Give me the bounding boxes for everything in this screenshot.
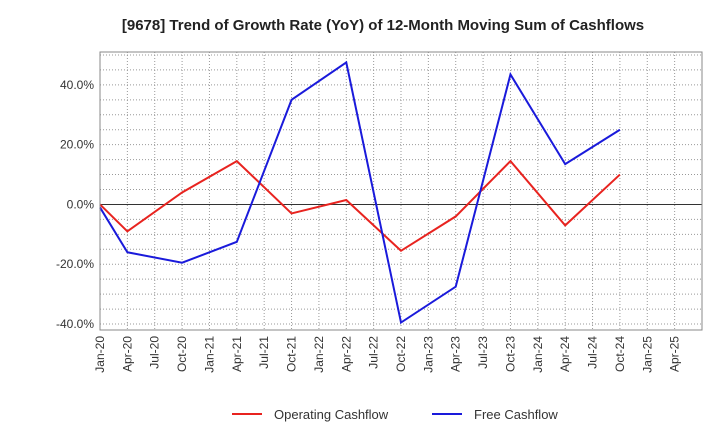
x-tick-label: Jan-25 (640, 336, 654, 373)
y-tick-label: -20.0% (56, 257, 94, 271)
x-tick-label: Apr-20 (120, 336, 134, 372)
chart-title: [9678] Trend of Growth Rate (YoY) of 12-… (122, 17, 644, 34)
y-tick-label: -40.0% (56, 317, 94, 331)
x-tick-label: Jul-21 (257, 336, 271, 369)
x-tick-label: Jul-23 (476, 336, 490, 369)
y-tick-label: 40.0% (60, 78, 94, 92)
x-tick-label: Oct-23 (503, 336, 517, 372)
x-tick-label: Oct-24 (613, 336, 627, 372)
y-tick-label: 0.0% (67, 197, 95, 211)
legend: Operating Cashflow Free Cashflow (232, 407, 558, 422)
legend-label-1: Free Cashflow (474, 407, 558, 422)
x-tick-label: Jan-24 (531, 336, 545, 373)
x-tick-label: Jan-21 (202, 336, 216, 373)
x-tick-label: Jan-23 (421, 336, 435, 373)
x-tick-label: Jul-22 (367, 336, 381, 369)
x-axis-ticks: Jan-20 Apr-20 Jul-20 Oct-20 Jan-21 Apr-21 Jul-… (93, 336, 682, 373)
x-tick-label: Jul-20 (148, 336, 162, 369)
x-tick-label: Apr-25 (668, 336, 682, 372)
x-tick-label: Apr-23 (449, 336, 463, 372)
plot-border (99, 51, 703, 331)
series-layer (99, 60, 621, 325)
y-axis-ticks: 40.0% 20.0% 0.0% -20.0% -40.0% (56, 78, 94, 331)
x-tick-label: Oct-22 (394, 336, 408, 372)
x-tick-label: Oct-20 (175, 336, 189, 372)
x-tick-label: Jan-22 (312, 336, 326, 373)
series-line-0 (99, 159, 621, 253)
x-tick-label: Jul-24 (586, 336, 600, 369)
x-tick-label: Oct-21 (285, 336, 299, 372)
legend-label-0: Operating Cashflow (274, 407, 389, 422)
x-tick-label: Apr-24 (558, 336, 572, 372)
x-tick-label: Jan-20 (93, 336, 107, 373)
series-line-1 (99, 60, 621, 325)
x-tick-label: Apr-21 (230, 336, 244, 372)
x-tick-label: Apr-22 (339, 336, 353, 372)
y-tick-label: 20.0% (60, 138, 94, 152)
y-gridlines (100, 54, 702, 325)
